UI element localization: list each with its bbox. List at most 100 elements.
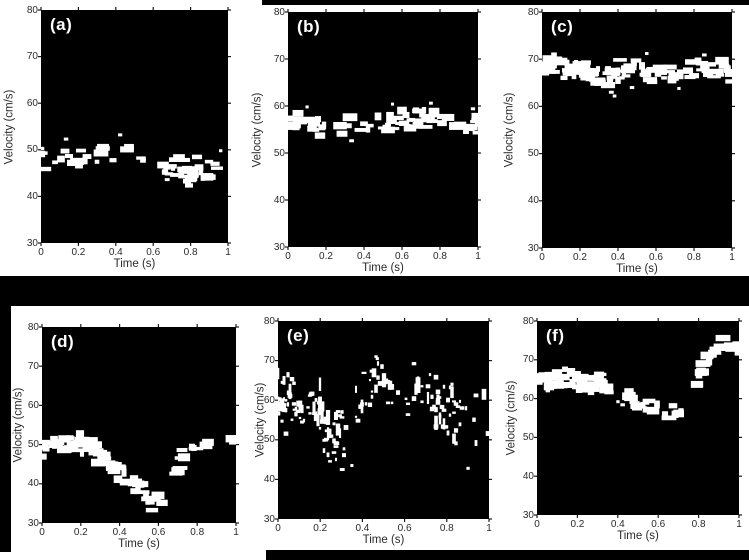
- y-tick-label: 80: [26, 4, 38, 16]
- y-tick-label: 40: [263, 473, 275, 485]
- x-tick-label: 1: [736, 519, 742, 530]
- panel-label-c: (c): [551, 17, 574, 36]
- y-tick-label: 30: [273, 241, 285, 253]
- panel-label-d: (d): [51, 332, 75, 351]
- left-black-strip: [0, 276, 11, 552]
- x-axis-title: Time (s): [362, 262, 404, 274]
- x-tick-label: 1: [475, 251, 481, 262]
- x-tick-label: 0: [39, 527, 45, 538]
- x-axis-title: Time (s): [118, 538, 160, 550]
- x-axis-title: Time (s): [616, 263, 658, 275]
- x-tick-label: 0.2: [313, 523, 328, 534]
- y-tick-label: 60: [522, 393, 534, 405]
- y-axis-title: Velocity (cm/s): [251, 92, 264, 167]
- plot-canvas-e: [273, 316, 494, 524]
- y-tick-label: 60: [263, 394, 275, 406]
- y-tick-label: 30: [522, 509, 534, 521]
- x-tick-label: 0: [534, 519, 540, 530]
- x-tick-label: 0: [38, 247, 44, 258]
- y-tick-label: 30: [27, 517, 39, 529]
- y-axis-title: Velocity (cm/s): [254, 382, 267, 458]
- plot-canvas-d: [37, 322, 241, 528]
- y-tick-label: 50: [263, 434, 275, 446]
- x-tick-label: 0.4: [355, 523, 370, 534]
- y-tick-label: 40: [527, 195, 539, 207]
- x-tick-label: 0.6: [651, 519, 666, 530]
- panel-label-e: (e): [287, 326, 310, 345]
- y-tick-label: 80: [263, 315, 275, 327]
- x-tick-label: 0.4: [611, 252, 625, 263]
- x-axis-title: Time (s): [362, 534, 405, 546]
- x-tick-label: 0: [285, 251, 291, 262]
- y-tick-label: 60: [27, 399, 39, 411]
- y-tick-label: 70: [273, 53, 285, 65]
- plot-canvas-a: [36, 5, 233, 248]
- x-tick-label: 0.8: [183, 247, 198, 258]
- plot-canvas-f: [532, 316, 744, 520]
- panel-label-f: (f): [546, 326, 565, 345]
- x-tick-label: 0: [275, 523, 281, 534]
- y-tick-label: 30: [263, 513, 275, 525]
- y-tick-label: 60: [527, 100, 539, 112]
- plot-canvas-b: [283, 7, 483, 252]
- y-tick-label: 40: [27, 478, 39, 490]
- y-tick-label: 70: [26, 51, 38, 63]
- x-tick-label: 0.8: [190, 527, 205, 538]
- x-axis-title: Time (s): [113, 258, 156, 270]
- y-tick-label: 50: [273, 147, 285, 159]
- x-tick-label: 0.6: [146, 247, 161, 258]
- y-tick-label: 40: [522, 470, 534, 482]
- y-tick-label: 70: [27, 360, 39, 372]
- x-tick-label: 0.8: [439, 523, 454, 534]
- y-axis-title: Velocity (cm/s): [3, 89, 16, 164]
- x-tick-label: 0.6: [397, 523, 412, 534]
- y-tick-label: 70: [522, 354, 534, 366]
- y-tick-label: 50: [26, 144, 38, 156]
- y-tick-label: 80: [522, 315, 534, 327]
- y-tick-label: 30: [527, 242, 539, 254]
- x-tick-label: 0.4: [610, 519, 625, 530]
- top-black-bar: [262, 0, 749, 5]
- y-axis-title: Velocity (cm/s): [503, 92, 516, 168]
- plot-canvas-c: [537, 7, 737, 253]
- y-tick-label: 40: [26, 190, 38, 202]
- x-tick-label: 0.8: [687, 252, 701, 263]
- x-tick-label: 0.2: [570, 519, 585, 530]
- x-tick-label: 0.8: [433, 251, 447, 262]
- x-tick-label: 0.6: [649, 252, 663, 263]
- y-tick-label: 60: [273, 100, 285, 112]
- x-tick-label: 0.4: [108, 247, 123, 258]
- x-tick-label: 0.2: [73, 527, 88, 538]
- y-tick-label: 80: [27, 321, 39, 333]
- panel-label-b: (b): [297, 17, 321, 36]
- y-tick-label: 70: [263, 355, 275, 367]
- x-tick-label: 0.4: [112, 527, 127, 538]
- y-tick-label: 70: [527, 53, 539, 65]
- bottom-black-bar: [266, 550, 749, 560]
- x-tick-label: 0.6: [151, 527, 166, 538]
- y-tick-label: 60: [26, 97, 38, 109]
- y-tick-label: 40: [273, 194, 285, 206]
- middle-black-band: [0, 276, 749, 306]
- x-tick-label: 0.6: [395, 251, 409, 262]
- y-tick-label: 50: [527, 148, 539, 160]
- y-axis-title: Velocity (cm/s): [12, 387, 25, 463]
- x-tick-label: 1: [729, 252, 735, 263]
- x-tick-label: 0: [539, 252, 545, 263]
- y-tick-label: 50: [27, 439, 39, 451]
- x-tick-label: 1: [486, 523, 492, 534]
- x-tick-label: 0.2: [319, 251, 333, 262]
- y-tick-label: 30: [26, 237, 38, 249]
- x-tick-label: 0.2: [71, 247, 86, 258]
- x-tick-label: 0.4: [357, 251, 371, 262]
- y-axis-title: Velocity (cm/s): [505, 380, 518, 456]
- x-tick-label: 0.8: [691, 519, 706, 530]
- y-tick-label: 80: [273, 6, 285, 18]
- x-tick-label: 1: [233, 527, 239, 538]
- x-tick-label: 1: [225, 247, 231, 258]
- x-tick-label: 0.2: [573, 252, 587, 263]
- y-tick-label: 50: [522, 431, 534, 443]
- y-tick-label: 80: [527, 6, 539, 18]
- panel-label-a: (a): [50, 15, 73, 34]
